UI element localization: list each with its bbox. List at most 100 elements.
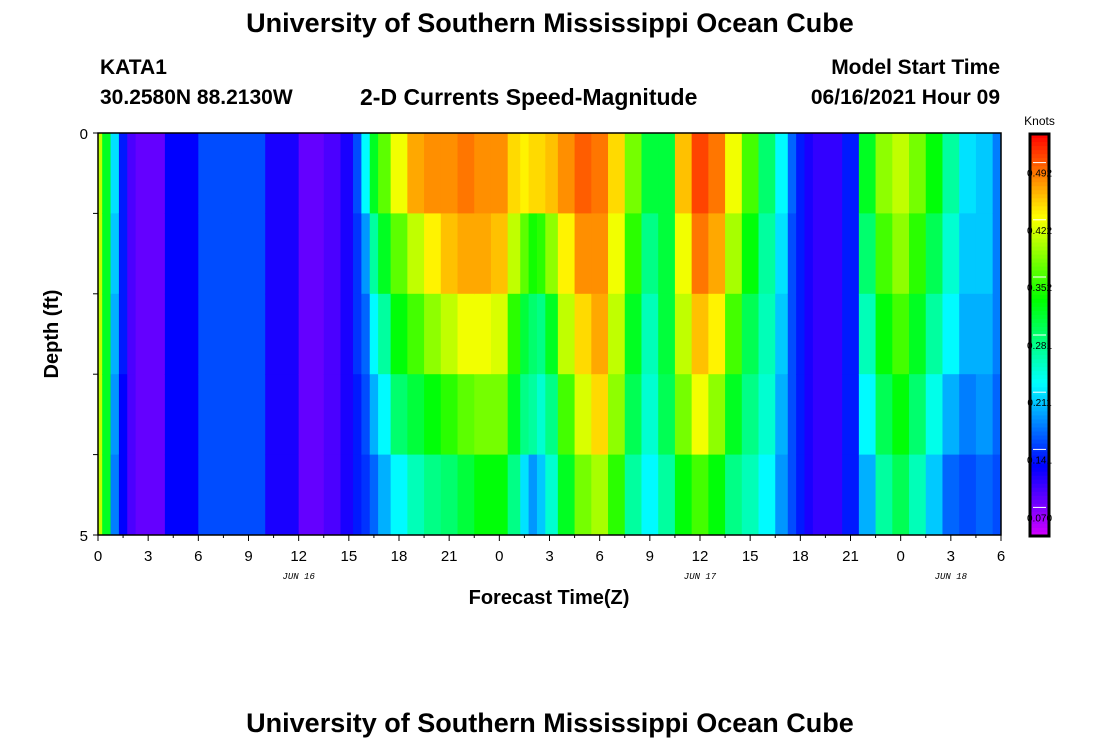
heatmap-cell xyxy=(925,293,944,375)
heatmap-cell xyxy=(490,374,509,456)
colorbar-segment xyxy=(1030,359,1049,364)
colorbar-segment xyxy=(1030,262,1049,268)
heatmap-cell xyxy=(298,454,325,535)
heatmap-cell xyxy=(143,374,166,456)
colorbar-segment xyxy=(1030,507,1049,513)
heatmap-cell xyxy=(942,133,960,214)
y-axis: 05 xyxy=(80,126,98,545)
heatmap-cell xyxy=(135,374,145,456)
colorbar-segment xyxy=(1030,162,1049,167)
heatmap-cell xyxy=(407,293,425,375)
colorbar-segment xyxy=(1030,335,1049,340)
x-tick-label: 9 xyxy=(646,548,654,565)
heatmap-cell xyxy=(369,293,379,375)
heatmap-cell xyxy=(758,293,776,375)
x-tick-label: 12 xyxy=(692,548,709,565)
heatmap-cell xyxy=(474,293,492,375)
heatmap-cell xyxy=(340,133,354,214)
x-tick-label: 15 xyxy=(742,548,759,565)
heatmap-cell xyxy=(574,454,592,535)
heatmap-cell xyxy=(796,374,806,456)
colorbar-tick-label: 0.070 xyxy=(1027,513,1052,524)
heatmap-cell xyxy=(143,213,166,295)
colorbar-segment xyxy=(1030,471,1049,477)
heatmap-cell xyxy=(353,374,362,456)
heatmap-cell xyxy=(265,454,300,535)
x-tick-label: 3 xyxy=(947,548,955,565)
heatmap-cell xyxy=(858,293,877,375)
heatmap-cell xyxy=(440,374,459,456)
y-tick-label: 0 xyxy=(80,126,88,143)
heatmap-cell xyxy=(110,293,120,375)
footer-title: University of Southern Mississippi Ocean… xyxy=(246,708,854,738)
colorbar-segment xyxy=(1030,435,1049,441)
heatmap-cell xyxy=(298,293,325,375)
heatmap-cell xyxy=(892,293,910,375)
colorbar-segment xyxy=(1030,206,1049,211)
colorbar-segment xyxy=(1030,270,1049,276)
heatmap-cell xyxy=(992,293,1001,375)
heatmap-cell xyxy=(708,374,726,456)
heatmap-cell xyxy=(98,293,103,375)
colorbar-segment xyxy=(1030,190,1049,195)
heatmap-cell xyxy=(378,213,392,295)
heatmap-cell xyxy=(164,454,199,535)
heatmap-cell xyxy=(440,213,459,295)
x-axis: 0 3 6 9 12 15 18 21 0 3 6 9 12 15 18 21 0 3 6 xyxy=(94,535,1005,565)
heatmap-cell xyxy=(110,133,120,214)
heatmap-cell xyxy=(975,454,994,535)
heatmap-cell xyxy=(992,133,1001,214)
heatmap-cell xyxy=(231,133,266,214)
heatmap-cell xyxy=(440,293,459,375)
heatmap-cell xyxy=(520,133,530,214)
heatmap-cell xyxy=(758,374,776,456)
colorbar-segment xyxy=(1030,294,1049,300)
colorbar-segment xyxy=(1030,367,1049,372)
heatmap-cell xyxy=(804,133,814,214)
heatmap-cell xyxy=(741,133,760,214)
colorbar-tick-label: 0.492 xyxy=(1027,169,1052,180)
heatmap-cell xyxy=(574,213,592,295)
heatmap-cell xyxy=(135,293,145,375)
heatmap-cell xyxy=(135,454,145,535)
heatmap-cell xyxy=(825,374,843,456)
heatmap-cell xyxy=(110,454,120,535)
colorbar-segment xyxy=(1030,363,1049,368)
heatmap-cell xyxy=(135,213,145,295)
heatmap-cell xyxy=(361,133,371,214)
heatmap-cell xyxy=(536,293,546,375)
heatmap-cell xyxy=(198,454,233,535)
colorbar-tick-label: 0.141 xyxy=(1027,455,1052,466)
heatmap-cell xyxy=(536,454,546,535)
heatmap-cell xyxy=(741,454,760,535)
colorbar-segment xyxy=(1030,383,1049,388)
heatmap-cell xyxy=(340,374,354,456)
colorbar-segment xyxy=(1030,419,1049,425)
colorbar-segment xyxy=(1030,186,1049,191)
heatmap-cell xyxy=(787,133,797,214)
heatmap-cell xyxy=(875,213,893,295)
heatmap-cell xyxy=(536,133,546,214)
heatmap-cell xyxy=(143,133,166,214)
heatmap-cell xyxy=(691,293,709,375)
heatmap-cell xyxy=(353,454,362,535)
heatmap-cell xyxy=(528,454,538,535)
heatmap-cell xyxy=(265,133,300,214)
heatmap-cell xyxy=(959,293,977,375)
colorbar-segment xyxy=(1030,302,1049,308)
colorbar-segment xyxy=(1030,343,1049,348)
colorbar-segment xyxy=(1030,174,1049,179)
heatmap-cell xyxy=(265,213,300,295)
heatmap-cell xyxy=(474,454,492,535)
heatmap-cell xyxy=(691,133,709,214)
colorbar-segment xyxy=(1030,395,1049,400)
heatmap-cell xyxy=(574,374,592,456)
heatmap-cell xyxy=(641,293,659,375)
heatmap-cell xyxy=(624,454,643,535)
colorbar-segment xyxy=(1030,142,1049,147)
colorbar-segment xyxy=(1030,491,1049,497)
heatmap-cell xyxy=(198,293,233,375)
heatmap-cell xyxy=(658,454,676,535)
heatmap-cell xyxy=(812,293,827,375)
heatmap-cell xyxy=(925,454,944,535)
